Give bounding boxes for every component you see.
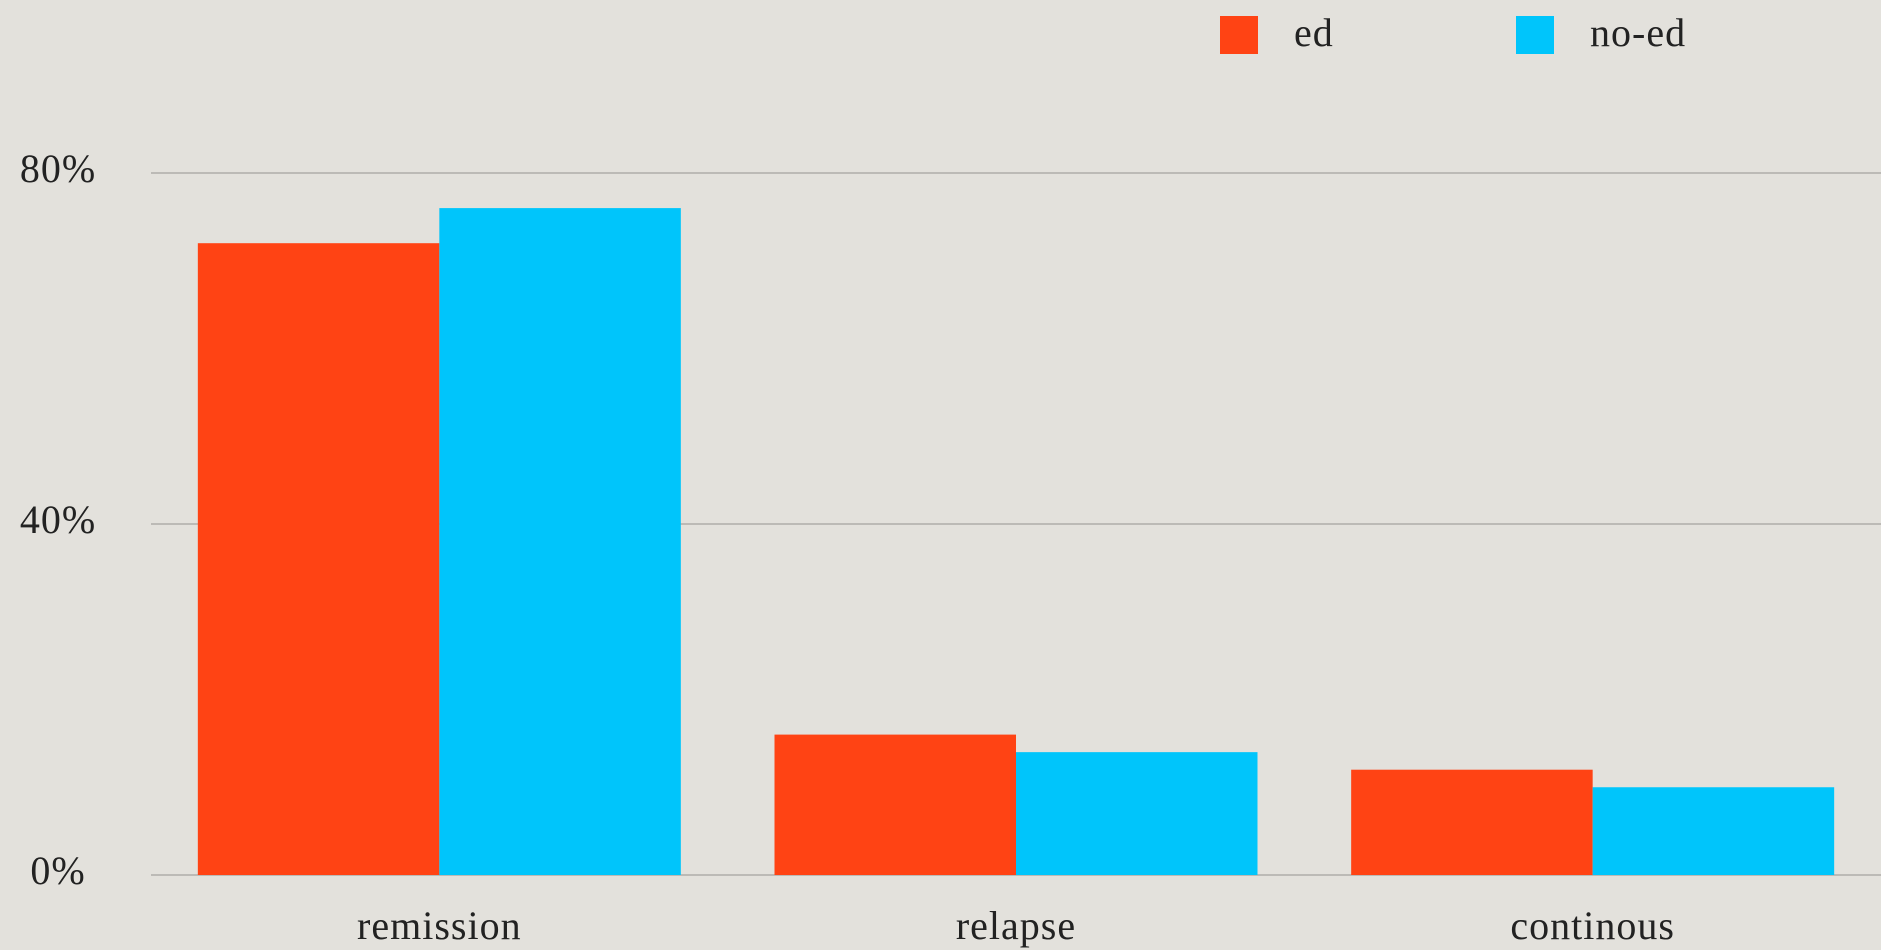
bar (197, 243, 440, 875)
y-tick-label: 40% (20, 497, 96, 542)
x-tick-label: continous (1510, 903, 1675, 948)
x-tick-label: remission (357, 903, 522, 948)
legend-swatch (1220, 16, 1258, 54)
legend-label: ed (1294, 10, 1334, 55)
bar (1016, 752, 1258, 875)
bar (1592, 787, 1835, 875)
bar (1351, 769, 1593, 875)
bar (439, 208, 681, 876)
y-tick-label: 0% (30, 848, 85, 893)
bar (774, 734, 1016, 875)
x-tick-label: relapse (956, 903, 1076, 948)
legend-label: no-ed (1590, 10, 1686, 55)
y-tick-label: 80% (20, 146, 96, 191)
legend-swatch (1516, 16, 1554, 54)
